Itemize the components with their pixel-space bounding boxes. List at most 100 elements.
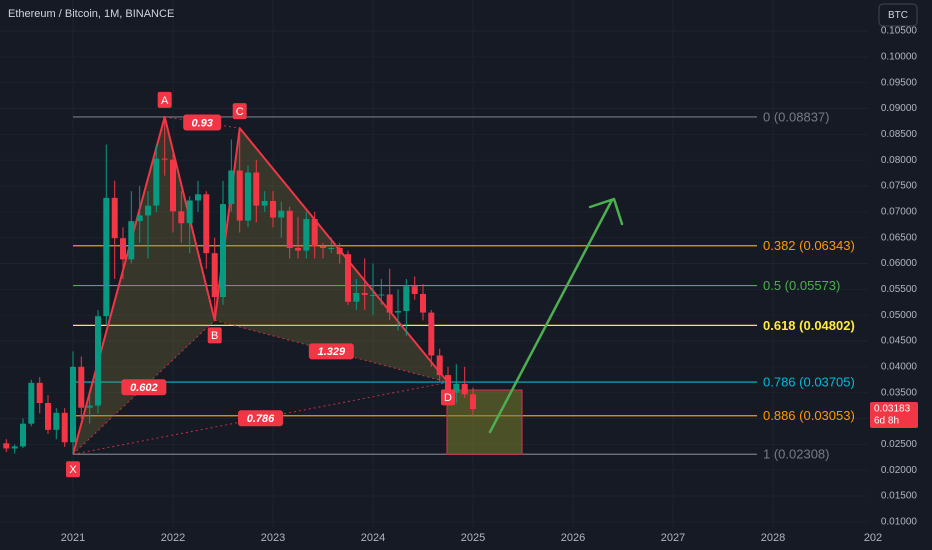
candle-body xyxy=(453,383,460,393)
candle-body xyxy=(145,205,151,216)
chart-title: Ethereum / Bitcoin, 1M, BINANCE xyxy=(8,8,174,20)
label-layer: X A B C D 0.93 0.602 1.329 0.786 xyxy=(66,91,455,478)
candle-body xyxy=(311,219,318,247)
point-label: A xyxy=(161,95,169,107)
ratio-label-box xyxy=(308,343,354,360)
candle-body xyxy=(386,294,393,313)
point-label: X xyxy=(69,464,77,476)
point-label: B xyxy=(211,330,218,342)
candle-body xyxy=(353,292,360,302)
x-tick-label: 2021 xyxy=(61,532,85,544)
candle-body xyxy=(86,405,93,408)
candle-body xyxy=(328,248,335,249)
x-tick-label: 2022 xyxy=(161,532,185,544)
currency-button[interactable] xyxy=(878,3,918,27)
ratio-label: 0.602 xyxy=(130,382,158,394)
price-axis-bg xyxy=(868,0,932,550)
candle-body xyxy=(70,366,76,443)
y-tick-label: 0.07500 xyxy=(881,181,918,192)
candle-body xyxy=(261,200,268,206)
currency-label[interactable]: BTC xyxy=(888,10,908,21)
candle-body xyxy=(395,311,401,313)
grid-layer xyxy=(0,0,873,527)
x-tick-label: 202 xyxy=(864,532,882,544)
candle-body xyxy=(103,197,110,317)
candle-body xyxy=(345,254,351,302)
candle-body xyxy=(428,312,435,356)
candle-body xyxy=(336,248,343,255)
candle-body xyxy=(36,382,43,403)
candle-body xyxy=(128,221,135,260)
fib-label: 0.5 (0.05573) xyxy=(763,278,840,293)
x-tick-label: 2027 xyxy=(661,532,685,544)
y-tick-label: 0.01500 xyxy=(881,491,918,502)
candle-body xyxy=(45,403,51,430)
candle-body xyxy=(111,197,118,239)
point-label: D xyxy=(444,392,452,404)
y-tick-label: 0.02000 xyxy=(881,465,918,476)
candle-body xyxy=(120,238,126,260)
y-tick-label: 0.06500 xyxy=(881,232,918,243)
y-tick-label: 0.03500 xyxy=(881,387,918,398)
fib-label: 0 (0.08837) xyxy=(763,109,830,124)
candle-body xyxy=(295,248,301,251)
candle-body xyxy=(470,394,476,410)
candle-body xyxy=(270,200,276,218)
forecast-arrow xyxy=(488,197,624,434)
candle-body xyxy=(178,211,185,224)
candle-body xyxy=(461,383,468,395)
candle-body xyxy=(411,286,418,294)
fib-label: 0.886 (0.03053) xyxy=(763,408,855,423)
countdown-label: 6d 8h xyxy=(874,416,899,427)
fib-label: 1 (0.02308) xyxy=(763,447,830,462)
last-price-label: 0.03183 xyxy=(874,404,911,415)
y-tick-label: 0.09000 xyxy=(881,103,918,114)
candle-body xyxy=(186,200,193,224)
fib-label: 0.786 (0.03705) xyxy=(763,375,855,390)
y-tick-label: 0.09500 xyxy=(881,77,918,88)
candle-body xyxy=(78,366,85,408)
y-tick-label: 0.02500 xyxy=(881,439,918,450)
candle-body xyxy=(170,159,176,212)
y-tick-label: 0.10500 xyxy=(881,26,918,37)
ratio-label-box xyxy=(121,379,167,396)
x-tick-label: 2028 xyxy=(761,532,785,544)
candle-body xyxy=(236,170,243,221)
candle-body xyxy=(3,443,10,449)
candle-body xyxy=(220,204,226,298)
y-tick-label: 0.06000 xyxy=(881,258,918,269)
candle-body xyxy=(28,382,35,424)
candle-body xyxy=(370,295,376,297)
candle-body xyxy=(378,294,385,296)
candle-body xyxy=(95,316,101,406)
axis-layer: 0.010000.015000.020000.025000.030000.035… xyxy=(61,0,932,550)
ratio-label: 1.329 xyxy=(318,346,346,358)
ratio-label-box xyxy=(238,410,283,427)
pattern-triangle xyxy=(73,116,215,455)
point-label-box xyxy=(157,91,172,108)
point-label-box xyxy=(207,327,222,344)
candle-body xyxy=(20,423,26,447)
y-tick-label: 0.07000 xyxy=(881,206,918,217)
candle-body xyxy=(203,194,210,254)
candle-body xyxy=(278,210,285,218)
y-tick-label: 0.10000 xyxy=(881,51,918,62)
candle-body xyxy=(136,215,143,222)
ratio-label: 0.93 xyxy=(191,117,212,129)
x-tick-label: 2023 xyxy=(261,532,285,544)
candle-body xyxy=(420,293,426,313)
point-label-box xyxy=(232,103,247,120)
last-price-box xyxy=(870,402,918,429)
candle-body xyxy=(403,286,410,312)
candle-body xyxy=(286,210,293,248)
y-tick-label: 0.05000 xyxy=(881,310,918,321)
y-tick-label: 0.04000 xyxy=(881,361,918,372)
point-label-box xyxy=(66,461,80,478)
y-tick-label: 0.01000 xyxy=(881,516,918,527)
x-tick-label: 2026 xyxy=(561,532,585,544)
candle-layer xyxy=(3,116,476,455)
y-tick-label: 0.08500 xyxy=(881,129,918,140)
x-tick-label: 2025 xyxy=(461,532,485,544)
point-label-box xyxy=(441,389,455,406)
